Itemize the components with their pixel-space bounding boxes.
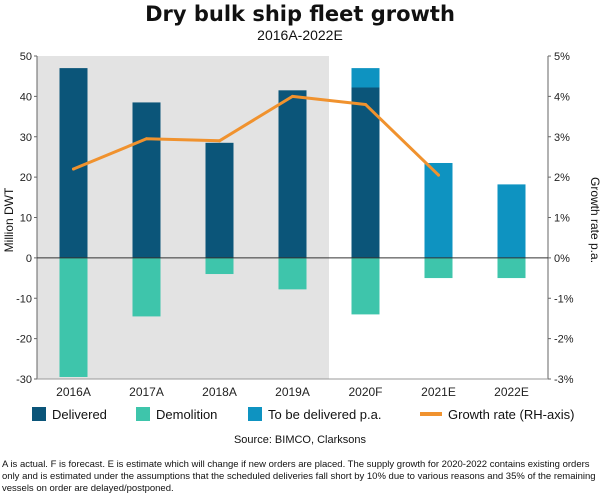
bar-demolition-2021e xyxy=(424,257,453,279)
y-tick-label: 50 xyxy=(20,51,32,63)
growth-rate-point xyxy=(218,139,221,143)
y-axis-title: Million DWT xyxy=(2,187,16,252)
legend-label-delivered: Delivered xyxy=(52,407,107,422)
bar-delivered-2020f xyxy=(351,87,380,258)
x-tick-label: 2016A xyxy=(56,385,91,399)
bar-delivered-2019a xyxy=(278,90,307,258)
y2-tick-label: 0% xyxy=(554,253,570,265)
axes xyxy=(34,55,551,380)
y2-tick-label: 4% xyxy=(554,91,570,103)
x-tick-label: 2020F xyxy=(348,385,382,399)
bar-demolition-2016a xyxy=(59,257,88,377)
source-text: Source: BIMCO, Clarksons xyxy=(234,434,367,446)
growth-rate-point xyxy=(364,102,367,106)
growth-rate-point xyxy=(291,94,294,98)
legend-swatch-demolition xyxy=(136,407,150,421)
legend-swatch-delivered xyxy=(32,407,46,421)
tick-labels: 50 40 30 20 10 0 -10 -20 -30 5% 4% 3% 2% 1% 0% -1% -2% -3… xyxy=(16,51,574,399)
bar-demolition-2020f xyxy=(351,257,380,315)
legend-label-growth-rate: Growth rate (RH-axis) xyxy=(448,407,574,422)
bar-delivered-2017a xyxy=(132,102,161,258)
y2-tick-label: 3% xyxy=(554,132,570,144)
y2-tick-label: -3% xyxy=(554,374,574,386)
y-tick-label: 20 xyxy=(20,172,32,184)
bars xyxy=(59,68,526,377)
y2-tick-label: -2% xyxy=(554,334,574,346)
bar-demolition-2022e xyxy=(497,257,526,279)
x-tick-label: 2019A xyxy=(275,385,310,399)
chart-title: Dry bulk ship fleet growth xyxy=(145,2,455,26)
bar-demolition-2018a xyxy=(205,257,234,275)
bar-to-be-delivered-p-a-2021e xyxy=(424,162,453,258)
bar-delivered-2016a xyxy=(59,68,88,258)
growth-rate-line xyxy=(72,94,440,177)
x-tick-label: 2018A xyxy=(202,385,237,399)
y-tick-label: -30 xyxy=(16,374,32,386)
legend: Delivered Demolition To be delivered p.a. G… xyxy=(32,407,574,422)
bar-delivered-2018a xyxy=(205,142,234,258)
y2-tick-label: -1% xyxy=(554,293,574,305)
y-tick-label: 30 xyxy=(20,132,32,144)
y2-axis-title: Growth rate p.a. xyxy=(588,177,600,263)
y-tick-label: -20 xyxy=(16,334,32,346)
bar-demolition-2019a xyxy=(278,257,307,290)
y2-tick-label: 2% xyxy=(554,172,570,184)
bar-demolition-2017a xyxy=(132,257,161,317)
footnote: A is actual. F is forecast. E is estimat… xyxy=(2,459,596,494)
growth-rate-point xyxy=(437,173,440,177)
bar-to-be-delivered-p-a-2020f xyxy=(351,68,380,88)
growth-rate-point xyxy=(145,137,148,141)
bar-to-be-delivered-p-a-2022e xyxy=(497,184,526,258)
x-tick-label: 2021E xyxy=(421,385,456,399)
x-tick-label: 2017A xyxy=(129,385,164,399)
y-tick-label: 40 xyxy=(20,91,32,103)
growth-rate-point xyxy=(72,167,75,171)
y-tick-label: 10 xyxy=(20,213,32,225)
y2-tick-label: 1% xyxy=(554,213,570,225)
y-tick-label: 0 xyxy=(26,253,32,265)
legend-label-demolition: Demolition xyxy=(156,407,217,422)
legend-swatch-to-be-delivered-p-a xyxy=(248,407,262,421)
legend-label-to-be-delivered-p-a: To be delivered p.a. xyxy=(268,407,381,422)
chart-subtitle: 2016A-2022E xyxy=(257,27,343,43)
growth-line xyxy=(72,94,440,177)
x-tick-label: 2022E xyxy=(494,385,529,399)
y-tick-label: -10 xyxy=(16,293,32,305)
y2-tick-label: 5% xyxy=(554,51,570,63)
